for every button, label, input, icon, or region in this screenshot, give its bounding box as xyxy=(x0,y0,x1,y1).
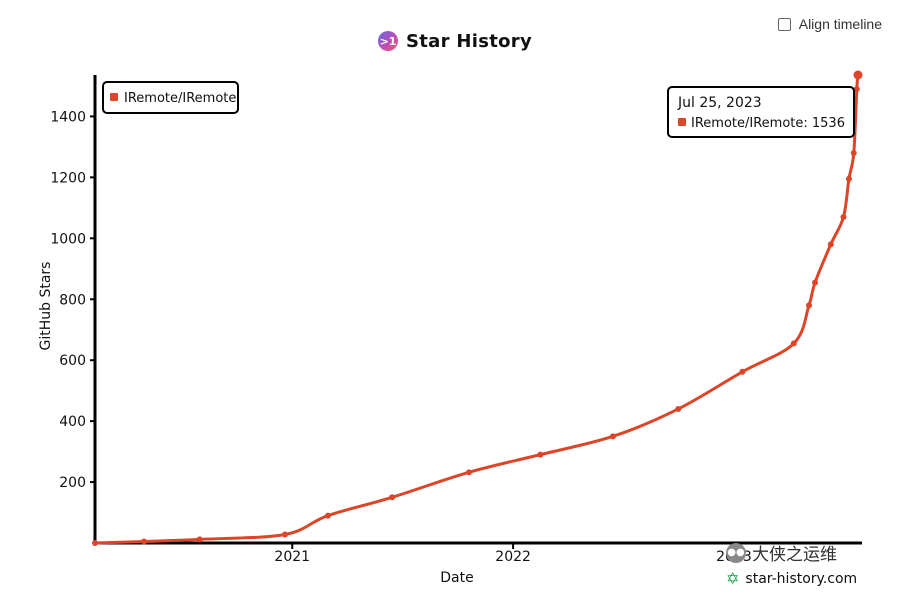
tooltip-swatch xyxy=(678,118,686,126)
y-tick-label: 1400 xyxy=(50,109,86,125)
align-timeline-toggle[interactable]: Align timeline xyxy=(777,16,882,32)
series-points xyxy=(92,70,863,546)
y-tick-label: 1000 xyxy=(50,231,86,247)
x-tick-label: 2022 xyxy=(495,549,531,565)
data-point xyxy=(827,241,834,248)
series-line xyxy=(93,73,860,545)
data-point xyxy=(845,175,852,182)
x-tick-label: 2021 xyxy=(274,549,310,565)
x-axis-ticks: 202120222023 xyxy=(274,543,752,565)
y-axis-label: GitHub Stars xyxy=(38,262,54,351)
star-history-star-icon: ✡ xyxy=(726,569,740,588)
tooltip-date: Jul 25, 2023 xyxy=(677,95,762,111)
wechat-account-name: 大侠之运维 xyxy=(752,545,837,565)
y-tick-label: 1200 xyxy=(50,170,86,186)
y-tick-label: 400 xyxy=(59,414,86,430)
y-axis-ticks: 200 400 600 800 1000 1200 1400 xyxy=(50,109,95,491)
legend-swatch xyxy=(110,93,118,101)
data-point xyxy=(675,405,682,412)
data-point xyxy=(853,86,860,93)
y-tick-label: 200 xyxy=(59,475,86,491)
site-url: star-history.com xyxy=(745,570,858,587)
data-point xyxy=(853,70,863,80)
legend-label: IRemote/IRemote xyxy=(124,91,236,106)
y-tick-label: 600 xyxy=(59,353,86,369)
data-point xyxy=(812,279,819,286)
tooltip: Jul 25, 2023 IRemote/IRemote: 1536 xyxy=(667,86,855,138)
data-point xyxy=(537,451,544,458)
data-point xyxy=(840,213,847,220)
align-timeline-label: Align timeline xyxy=(798,16,882,32)
data-point xyxy=(389,494,396,501)
data-point xyxy=(609,433,616,440)
data-point xyxy=(141,538,148,545)
wechat-icon: ●● xyxy=(726,542,746,563)
legend: IRemote/IRemote xyxy=(102,81,239,114)
star-history-logo-icon: >1 xyxy=(378,31,398,51)
y-tick-label: 800 xyxy=(59,292,86,308)
x-axis-label: Date xyxy=(440,570,473,586)
data-point xyxy=(92,540,98,546)
data-point xyxy=(790,340,797,347)
chart-header: >1 Star History xyxy=(0,26,910,56)
watermark: ●● 大侠之运维 ✡ star-history.com xyxy=(726,540,857,588)
data-point xyxy=(465,469,472,476)
data-point xyxy=(281,531,288,538)
data-point xyxy=(739,368,746,375)
data-point xyxy=(850,150,857,156)
data-point xyxy=(805,302,812,309)
data-point xyxy=(196,536,203,543)
chart-title: Star History xyxy=(406,30,532,52)
data-point xyxy=(324,512,331,519)
tooltip-value: IRemote/IRemote: 1536 xyxy=(691,116,845,131)
align-timeline-checkbox[interactable] xyxy=(777,17,791,31)
